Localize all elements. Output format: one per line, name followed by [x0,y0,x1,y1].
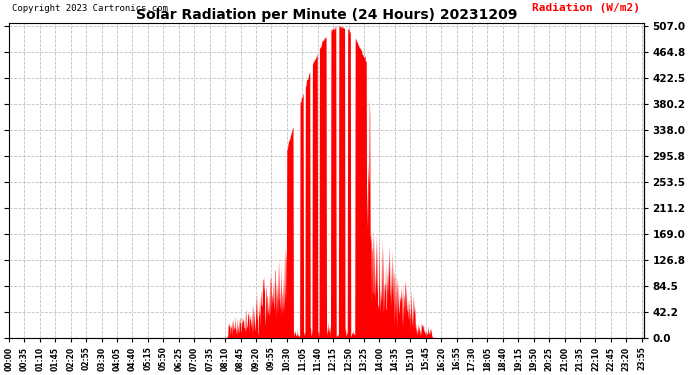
Title: Solar Radiation per Minute (24 Hours) 20231209: Solar Radiation per Minute (24 Hours) 20… [136,8,517,22]
Text: Copyright 2023 Cartronics.com: Copyright 2023 Cartronics.com [12,4,168,13]
Text: Radiation (W/m2): Radiation (W/m2) [533,3,640,13]
